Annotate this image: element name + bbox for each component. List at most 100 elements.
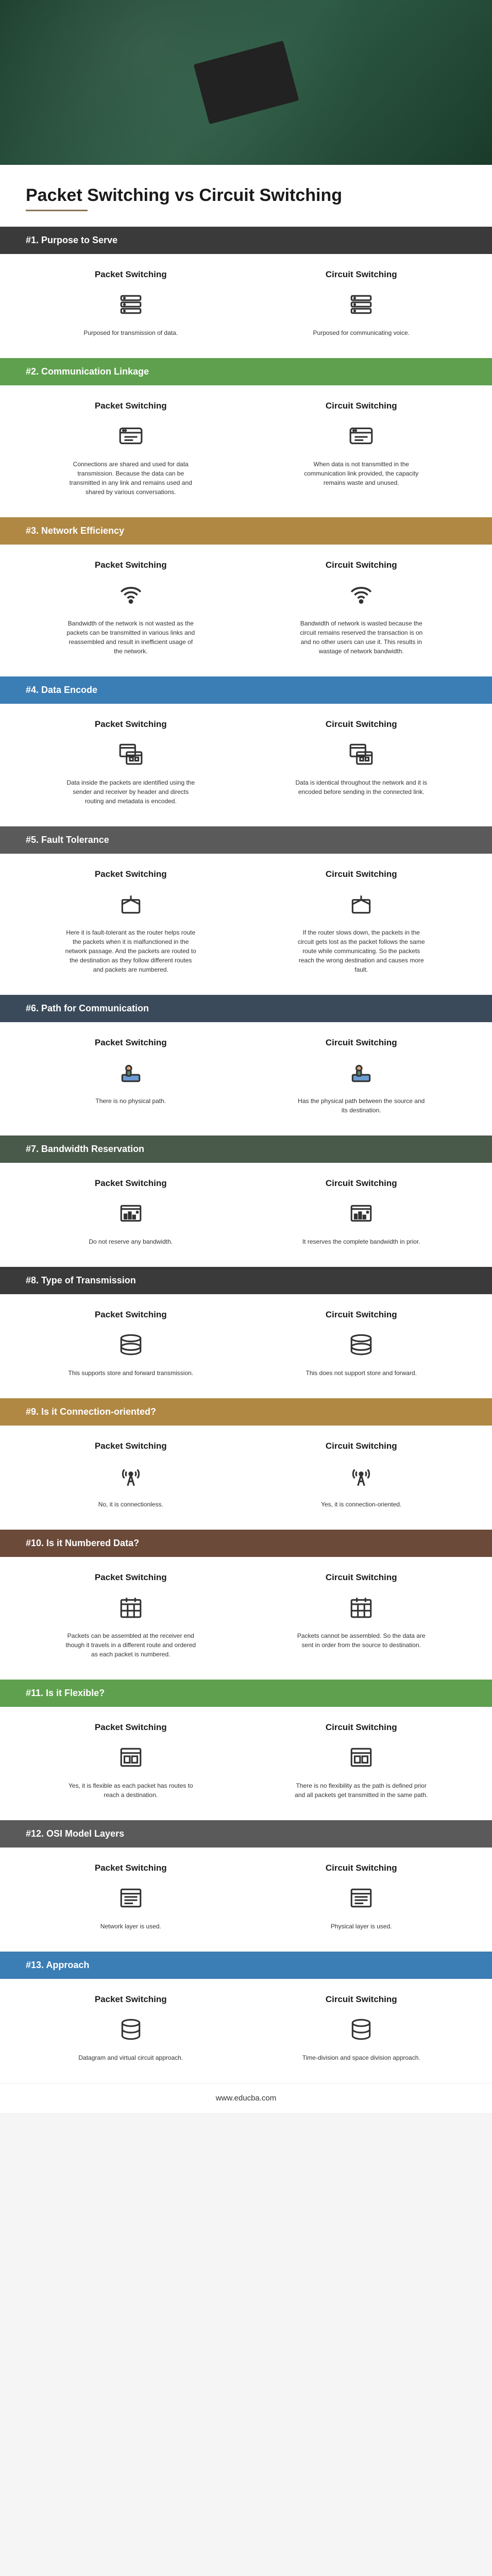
title-section: Packet Switching vs Circuit Switching — [0, 165, 492, 227]
tower-icon — [115, 1461, 146, 1492]
section-header-13: #13. Approach — [0, 1952, 492, 1979]
right-column: Circuit Switching Bandwidth of network i… — [257, 560, 467, 656]
left-column-title: Packet Switching — [26, 560, 236, 570]
chart-icon — [346, 1198, 377, 1229]
left-column-title: Packet Switching — [26, 401, 236, 411]
window-icon — [346, 739, 377, 770]
left-column-title: Packet Switching — [26, 1178, 236, 1189]
list-icon — [346, 1883, 377, 1913]
hero-image — [0, 0, 492, 165]
left-column-text: Connections are shared and used for data… — [64, 460, 198, 497]
right-column-title: Circuit Switching — [257, 401, 467, 411]
right-column-text: Purposed for communicating voice. — [294, 328, 428, 337]
disk-icon — [346, 1329, 377, 1360]
right-column-title: Circuit Switching — [257, 719, 467, 730]
infographic-container: Packet Switching vs Circuit Switching #1… — [0, 0, 492, 2113]
section-header-7: #7. Bandwidth Reservation — [0, 1136, 492, 1163]
link-icon — [115, 420, 146, 451]
comparison-row-7: Packet Switching Do not reserve any band… — [0, 1163, 492, 1267]
right-column-title: Circuit Switching — [257, 1441, 467, 1451]
left-column: Packet Switching Purposed for transmissi… — [26, 269, 236, 337]
right-column-text: If the router slows down, the packets in… — [294, 928, 428, 974]
left-column-text: Data inside the packets are identified u… — [64, 778, 198, 806]
right-column-text: Yes, it is connection-oriented. — [294, 1500, 428, 1509]
wifi-icon — [115, 580, 146, 611]
section-header-9: #9. Is it Connection-oriented? — [0, 1398, 492, 1426]
title-underline — [26, 210, 88, 211]
right-column: Circuit Switching Packets cannot be asse… — [257, 1572, 467, 1659]
left-column-title: Packet Switching — [26, 269, 236, 280]
left-column: Packet Switching Bandwidth of the networ… — [26, 560, 236, 656]
left-column-text: There is no physical path. — [64, 1096, 198, 1106]
left-column: Packet Switching Datagram and virtual ci… — [26, 1994, 236, 2062]
disk-icon — [115, 1329, 146, 1360]
left-column: Packet Switching Data inside the packets… — [26, 719, 236, 806]
section-header-11: #11. Is it Flexible? — [0, 1680, 492, 1707]
right-column-title: Circuit Switching — [257, 1178, 467, 1189]
left-column-text: Bandwidth of the network is not wasted a… — [64, 619, 198, 656]
wifi-icon — [346, 580, 377, 611]
left-column: Packet Switching This supports store and… — [26, 1310, 236, 1378]
right-column-text: Data is identical throughout the network… — [294, 778, 428, 796]
section-header-5: #5. Fault Tolerance — [0, 826, 492, 854]
right-column: Circuit Switching Data is identical thro… — [257, 719, 467, 806]
right-column-title: Circuit Switching — [257, 1722, 467, 1733]
left-column-text: This supports store and forward transmis… — [64, 1368, 198, 1378]
calendar-icon — [346, 1592, 377, 1623]
left-column-title: Packet Switching — [26, 1310, 236, 1320]
person-icon — [115, 1057, 146, 1088]
chart-icon — [115, 1198, 146, 1229]
comparison-row-4: Packet Switching Data inside the packets… — [0, 704, 492, 826]
right-column: Circuit Switching Yes, it is connection-… — [257, 1441, 467, 1509]
calendar-icon — [115, 1592, 146, 1623]
right-column: Circuit Switching Time-division and spac… — [257, 1994, 467, 2062]
right-column-title: Circuit Switching — [257, 560, 467, 570]
main-title: Packet Switching vs Circuit Switching — [26, 185, 466, 206]
section-header-12: #12. OSI Model Layers — [0, 1820, 492, 1848]
comparison-row-10: Packet Switching Packets can be assemble… — [0, 1557, 492, 1680]
left-column-title: Packet Switching — [26, 869, 236, 879]
box-icon — [115, 889, 146, 920]
comparison-row-12: Packet Switching Network layer is used. … — [0, 1848, 492, 1952]
section-header-6: #6. Path for Communication — [0, 995, 492, 1022]
left-column: Packet Switching Yes, it is flexible as … — [26, 1722, 236, 1800]
right-column-text: When data is not transmitted in the comm… — [294, 460, 428, 487]
left-column-title: Packet Switching — [26, 1572, 236, 1583]
right-column-text: It reserves the complete bandwidth in pr… — [294, 1237, 428, 1246]
list-icon — [115, 1883, 146, 1913]
left-column-text: Datagram and virtual circuit approach. — [64, 2053, 198, 2062]
comparison-row-6: Packet Switching There is no physical pa… — [0, 1022, 492, 1136]
right-column-text: Packets cannot be assembled. So the data… — [294, 1631, 428, 1650]
tower-icon — [346, 1461, 377, 1492]
server-icon — [346, 289, 377, 320]
left-column-text: No, it is connectionless. — [64, 1500, 198, 1509]
left-column: Packet Switching Network layer is used. — [26, 1863, 236, 1931]
left-column: Packet Switching Packets can be assemble… — [26, 1572, 236, 1659]
left-column-text: Network layer is used. — [64, 1922, 198, 1931]
cylinder-icon — [346, 2014, 377, 2045]
right-column: Circuit Switching There is no flexibilit… — [257, 1722, 467, 1800]
cylinder-icon — [115, 2014, 146, 2045]
right-column-title: Circuit Switching — [257, 1572, 467, 1583]
left-column-title: Packet Switching — [26, 1441, 236, 1451]
box-icon — [346, 889, 377, 920]
comparison-row-8: Packet Switching This supports store and… — [0, 1294, 492, 1398]
comparison-row-9: Packet Switching No, it is connectionles… — [0, 1426, 492, 1530]
right-column-title: Circuit Switching — [257, 1038, 467, 1048]
right-column-text: Physical layer is used. — [294, 1922, 428, 1931]
right-column: Circuit Switching Purposed for communica… — [257, 269, 467, 337]
right-column: Circuit Switching This does not support … — [257, 1310, 467, 1378]
server-icon — [115, 289, 146, 320]
layout-icon — [346, 1742, 377, 1773]
window-icon — [115, 739, 146, 770]
left-column: Packet Switching Here it is fault-tolera… — [26, 869, 236, 974]
right-column-text: Has the physical path between the source… — [294, 1096, 428, 1115]
right-column: Circuit Switching Has the physical path … — [257, 1038, 467, 1115]
section-header-3: #3. Network Efficiency — [0, 517, 492, 545]
right-column-text: Time-division and space division approac… — [294, 2053, 428, 2062]
right-column-title: Circuit Switching — [257, 869, 467, 879]
comparison-row-5: Packet Switching Here it is fault-tolera… — [0, 854, 492, 995]
left-column-title: Packet Switching — [26, 1038, 236, 1048]
layout-icon — [115, 1742, 146, 1773]
comparison-row-3: Packet Switching Bandwidth of the networ… — [0, 545, 492, 676]
